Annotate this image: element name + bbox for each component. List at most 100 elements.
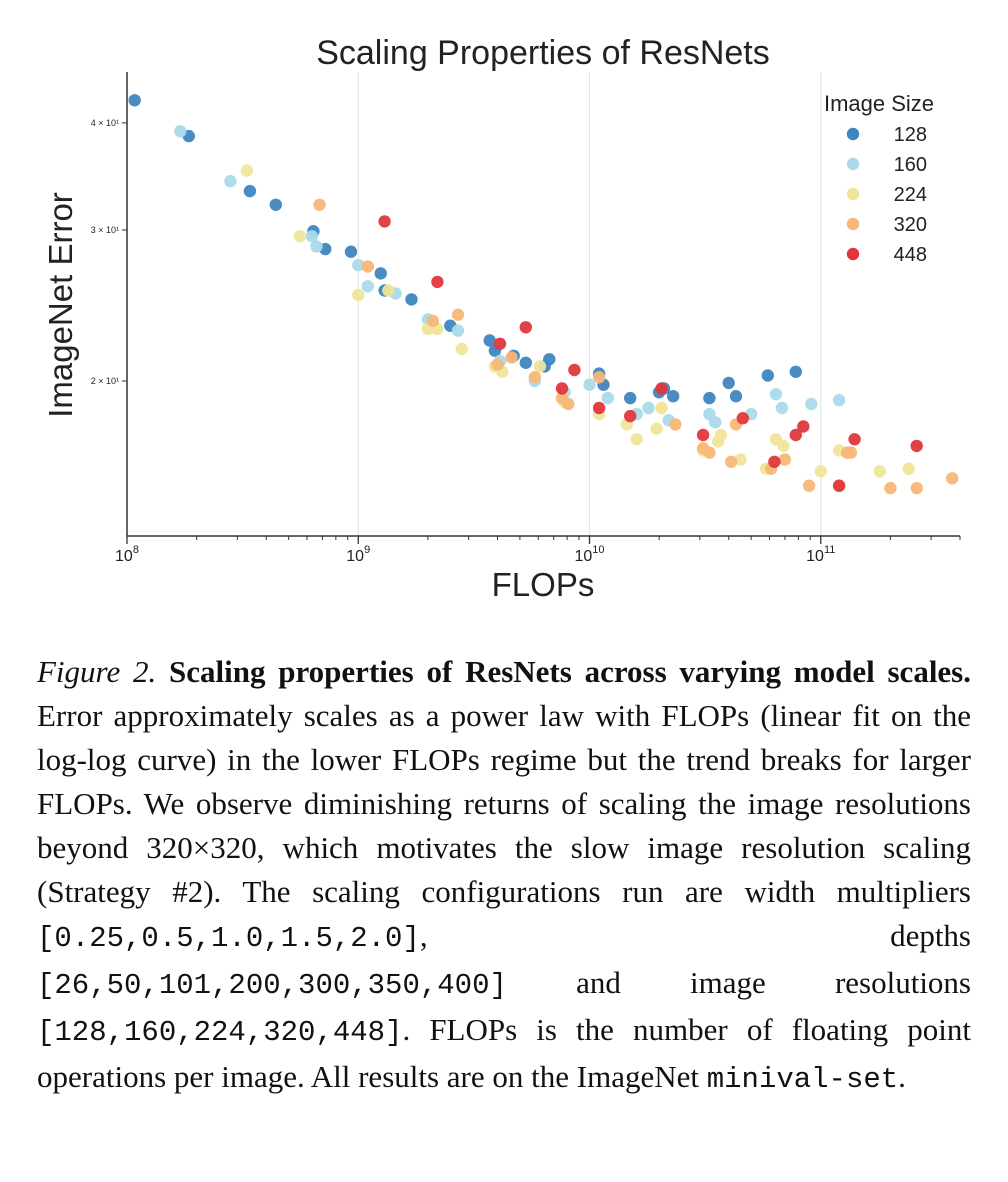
point-160 bbox=[310, 240, 323, 253]
point-128 bbox=[269, 198, 282, 211]
point-224 bbox=[734, 453, 747, 466]
point-224 bbox=[777, 439, 790, 453]
point-320 bbox=[505, 351, 518, 364]
caption-text-4: . FLOPs is the number of floating point … bbox=[37, 1012, 971, 1094]
point-224 bbox=[240, 164, 254, 177]
caption-title: Scaling properties of ResNets across var… bbox=[169, 654, 971, 689]
point-128 bbox=[624, 391, 637, 405]
caption-text-5: . bbox=[898, 1059, 906, 1094]
point-448 bbox=[655, 382, 668, 395]
legend-marker-320 bbox=[846, 217, 860, 231]
point-160 bbox=[832, 393, 846, 407]
point-160 bbox=[451, 324, 465, 337]
point-160 bbox=[174, 125, 187, 138]
x-axis-label: FLOPs bbox=[492, 566, 595, 603]
point-320 bbox=[491, 358, 504, 371]
legend-marker-160 bbox=[846, 157, 860, 171]
point-448 bbox=[910, 439, 923, 453]
point-160 bbox=[361, 280, 374, 293]
point-128 bbox=[729, 390, 743, 403]
figure-label: Figure 2. bbox=[37, 654, 157, 689]
dataset-split: minival-set bbox=[706, 1063, 899, 1096]
point-320 bbox=[426, 314, 439, 328]
point-320 bbox=[703, 446, 716, 459]
legend-label-128: 128 bbox=[894, 124, 927, 146]
depths-list: [26,50,101,200,300,350,400] bbox=[37, 969, 507, 1002]
x-tick-label: 109 bbox=[346, 544, 370, 565]
point-448 bbox=[555, 382, 569, 395]
point-320 bbox=[361, 260, 374, 273]
y-tick-label: 2 × 10¹ bbox=[91, 376, 119, 386]
point-160 bbox=[224, 175, 237, 188]
point-128 bbox=[405, 293, 418, 306]
point-320 bbox=[528, 371, 541, 384]
resolutions-list: [128,160,224,320,448] bbox=[37, 1016, 403, 1049]
point-128 bbox=[703, 391, 716, 405]
point-448 bbox=[736, 412, 749, 425]
point-448 bbox=[493, 337, 507, 350]
point-224 bbox=[352, 288, 365, 302]
point-448 bbox=[431, 275, 444, 289]
point-448 bbox=[768, 455, 781, 468]
point-320 bbox=[669, 418, 682, 431]
chart-title: Scaling Properties of ResNets bbox=[316, 34, 770, 72]
caption-text-2: , depths bbox=[419, 918, 971, 953]
legend-label-448: 448 bbox=[894, 244, 927, 266]
point-320 bbox=[562, 397, 575, 411]
point-320 bbox=[802, 479, 816, 492]
point-128 bbox=[128, 94, 141, 107]
point-160 bbox=[305, 230, 319, 243]
point-448 bbox=[696, 428, 710, 442]
point-448 bbox=[568, 363, 581, 377]
point-224 bbox=[814, 465, 827, 478]
legend-label-320: 320 bbox=[894, 214, 927, 236]
point-320 bbox=[592, 371, 606, 384]
point-448 bbox=[519, 321, 532, 334]
caption-text-1: Error approximately scales as a power la… bbox=[37, 698, 971, 909]
x-axis-ticks: 108 109 1010 1011 bbox=[115, 536, 961, 565]
point-320 bbox=[451, 308, 465, 321]
point-320 bbox=[844, 446, 858, 459]
point-320 bbox=[910, 481, 923, 495]
point-160 bbox=[709, 416, 722, 429]
legend-label-160: 160 bbox=[894, 154, 927, 176]
point-128 bbox=[667, 390, 680, 403]
grid-lines bbox=[357, 72, 822, 536]
point-160 bbox=[352, 258, 365, 272]
point-160 bbox=[805, 397, 818, 411]
point-128 bbox=[722, 376, 735, 390]
point-160 bbox=[642, 401, 655, 415]
point-448 bbox=[848, 433, 861, 446]
point-224 bbox=[455, 342, 468, 356]
point-224 bbox=[650, 422, 663, 435]
point-224 bbox=[655, 401, 668, 415]
point-160 bbox=[601, 391, 614, 405]
legend-marker-128 bbox=[846, 127, 860, 141]
point-320 bbox=[946, 472, 959, 485]
point-320 bbox=[778, 453, 792, 466]
point-448 bbox=[789, 428, 802, 442]
point-224 bbox=[293, 230, 307, 243]
point-448 bbox=[624, 409, 637, 423]
point-448 bbox=[378, 215, 391, 228]
point-224 bbox=[382, 284, 395, 297]
point-160 bbox=[583, 378, 596, 391]
point-224 bbox=[533, 360, 547, 373]
caption-text-3: and image resolutions bbox=[576, 965, 971, 1000]
y-axis-ticks: 2 × 10¹ 3 × 10¹ 4 × 10¹ bbox=[91, 118, 127, 386]
figure-caption: Figure 2. Scaling properties of ResNets … bbox=[37, 650, 971, 1102]
y-tick-label: 4 × 10¹ bbox=[91, 118, 119, 128]
point-128 bbox=[789, 365, 802, 378]
scatter-chart: Scaling Properties of ResNets 108 109 1010… bbox=[42, 34, 961, 603]
point-128 bbox=[243, 184, 257, 198]
legend: Image Size 128 160 224 320 448 bbox=[824, 91, 934, 266]
point-160 bbox=[775, 401, 789, 415]
y-axis-label: ImageNet Error bbox=[42, 192, 79, 418]
point-128 bbox=[761, 369, 774, 382]
x-tick-label: 1011 bbox=[806, 544, 835, 565]
point-224 bbox=[714, 428, 728, 442]
legend-marker-448 bbox=[846, 247, 860, 261]
point-160 bbox=[769, 388, 783, 401]
x-tick-label: 1010 bbox=[574, 544, 604, 565]
legend-title: Image Size bbox=[824, 91, 934, 116]
